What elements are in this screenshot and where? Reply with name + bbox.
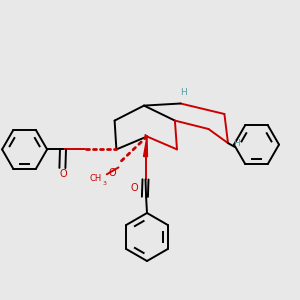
Text: O: O bbox=[109, 168, 116, 178]
Polygon shape bbox=[145, 134, 147, 139]
Text: 3: 3 bbox=[103, 181, 107, 186]
Text: O: O bbox=[59, 169, 67, 179]
Text: CH: CH bbox=[90, 174, 102, 183]
Text: H: H bbox=[234, 140, 240, 148]
Text: H: H bbox=[180, 88, 187, 97]
Text: O: O bbox=[130, 183, 138, 193]
Polygon shape bbox=[144, 136, 147, 157]
